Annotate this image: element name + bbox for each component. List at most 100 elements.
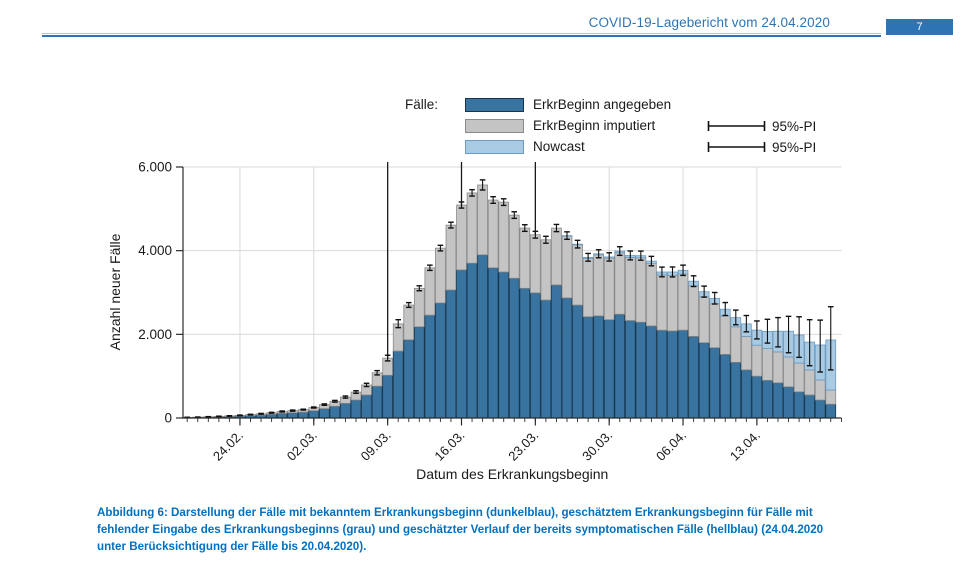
pi-label: 95%-PI (772, 140, 817, 155)
bar-imputiert (814, 379, 826, 401)
bar-angegeben (318, 408, 330, 419)
bar-angegeben (445, 289, 457, 419)
bar-angegeben (308, 410, 320, 419)
bar-angegeben (498, 271, 510, 419)
bar-imputiert (456, 204, 467, 271)
x-tick-label: 02.03. (284, 428, 320, 464)
report-header-title: COVID-19-Lagebericht vom 24.04.2020 (588, 15, 830, 30)
bar-imputiert (614, 252, 626, 315)
bar-imputiert (466, 192, 478, 264)
x-ticks (186, 418, 842, 426)
bar-imputiert (730, 326, 742, 363)
bar-imputiert (498, 201, 510, 273)
caption-line: fehlender Eingabe des Erkrankungsbeginns… (97, 523, 824, 537)
bar-angegeben (456, 269, 467, 419)
y-axis-title: Anzahl neuer Fälle (107, 233, 123, 350)
x-tick-label: 24.02. (210, 428, 246, 464)
bar-angegeben (783, 386, 794, 419)
bar-imputiert (688, 285, 699, 337)
legend-item-label: ErkrBeginn angegeben (533, 97, 672, 112)
bar-imputiert (825, 389, 837, 405)
bar-imputiert (698, 296, 710, 344)
bar-imputiert (762, 348, 773, 381)
bar-imputiert (751, 344, 763, 377)
bar-imputiert (603, 257, 615, 321)
bar-imputiert (413, 287, 425, 328)
bar-angegeben (677, 329, 689, 419)
bar-imputiert (804, 369, 816, 396)
bar-angegeben (329, 405, 341, 419)
bar-imputiert (435, 247, 446, 304)
bar-angegeben (350, 399, 362, 419)
bar-angegeben (276, 412, 288, 419)
bar-angegeben (413, 326, 425, 419)
legend-item-label: Nowcast (533, 139, 585, 154)
bar-angegeben (762, 379, 773, 419)
bar-imputiert (424, 267, 436, 316)
bar-imputiert (667, 274, 678, 332)
bar-imputiert (561, 235, 573, 299)
bar-angegeben (656, 329, 668, 419)
bar-imputiert (445, 224, 457, 291)
error-bar-icon (707, 142, 766, 152)
bar-angegeben (772, 382, 784, 419)
x-tick-label: 16.03. (431, 428, 467, 464)
bar-angegeben (582, 316, 594, 419)
bar-imputiert (487, 199, 499, 269)
caption-line: unter Berücksichtigung der Fälle bis 20.… (97, 540, 367, 554)
bar-imputiert (656, 274, 668, 331)
bar-angegeben (519, 287, 531, 419)
bar-angegeben (403, 339, 415, 419)
bar-angegeben (340, 402, 351, 419)
bar-angegeben (793, 391, 805, 419)
bar-angegeben (698, 342, 710, 419)
legend-item-label: ErkrBeginn imputiert (533, 118, 656, 133)
bar-imputiert (403, 304, 415, 341)
legend-title: Fälle: (405, 97, 439, 112)
bar-imputiert (709, 303, 721, 349)
bar-imputiert (624, 256, 636, 321)
bar-angegeben (530, 292, 541, 419)
bar-angegeben (297, 411, 309, 419)
bar-angegeben (688, 336, 699, 419)
figure-caption: Abbildung 6: Darstellung der Fälle mit b… (97, 504, 862, 556)
bar-angegeben (741, 369, 752, 419)
bar-imputiert (519, 227, 531, 289)
bar-angegeben (361, 394, 372, 419)
bar-angegeben (508, 277, 520, 419)
bar-angegeben (382, 374, 394, 419)
legend-swatch-angegeben (465, 98, 524, 112)
bar-angegeben (572, 304, 583, 419)
bar-imputiert (793, 362, 805, 393)
bar-angegeben (624, 320, 636, 419)
caption-line: Abbildung 6: Darstellung der Fälle mit b… (97, 506, 813, 519)
bar-imputiert (508, 214, 520, 279)
bar-angegeben (635, 321, 647, 419)
bar-imputiert (582, 257, 594, 318)
bar-angegeben (477, 254, 488, 419)
legend-swatch-nowcast (465, 140, 524, 154)
bar-imputiert (572, 244, 583, 306)
bar-imputiert (551, 227, 562, 286)
bar-imputiert (540, 239, 552, 301)
bar-imputiert (477, 184, 488, 256)
bar-angegeben (424, 314, 436, 419)
bar-angegeben (466, 262, 478, 419)
x-tick-label: 06.04. (653, 428, 689, 464)
bar-angegeben (730, 361, 742, 419)
bar-angegeben (487, 267, 499, 419)
pi-label: 95%-PI (772, 119, 817, 134)
x-tick-label: 09.03. (358, 428, 394, 464)
bar-imputiert (635, 257, 647, 323)
x-tick-label: 13.04. (727, 428, 763, 464)
bar-angegeben (709, 347, 721, 419)
y-tick-labels: 0 2.000 4.000 6.000 (138, 160, 183, 426)
error-bar-icon (707, 121, 766, 131)
bar-imputiert (719, 315, 731, 355)
bar-imputiert (593, 254, 605, 317)
y-tick-label: 6.000 (138, 160, 172, 175)
bar-angegeben (392, 350, 404, 419)
bar-angegeben (287, 412, 299, 419)
y-tick-label: 4.000 (138, 243, 172, 258)
bar-angegeben (561, 297, 573, 419)
